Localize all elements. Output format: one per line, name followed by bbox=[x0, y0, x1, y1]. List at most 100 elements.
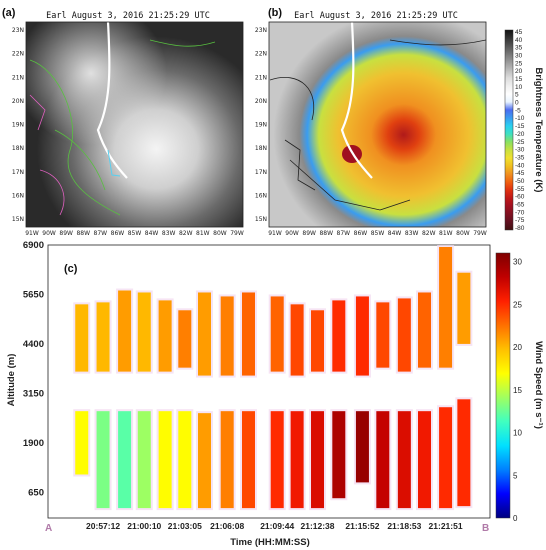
wind-profile-segment bbox=[197, 292, 211, 376]
panel-a-label: (a) bbox=[2, 7, 16, 19]
lon-tick-label: 81W bbox=[439, 230, 453, 237]
wind-profile-segment bbox=[241, 411, 255, 509]
lat-tick-label: 17N bbox=[12, 169, 24, 176]
lat-tick-label: 21N bbox=[255, 74, 267, 81]
lon-tick-label: 81W bbox=[196, 230, 210, 237]
wind-profiles bbox=[73, 244, 473, 511]
colorbar-tick-label: 10 bbox=[515, 84, 523, 91]
lon-tick-label: 84W bbox=[145, 230, 159, 237]
wind-profile-segment bbox=[178, 411, 192, 509]
lat-tick-label: 20N bbox=[12, 98, 24, 105]
wind-profile-segment bbox=[355, 296, 369, 376]
wind-profile-segment bbox=[439, 407, 453, 509]
wind-profile-segment bbox=[397, 298, 411, 372]
lat-tick-label: 22N bbox=[255, 51, 267, 58]
brightness-colorbar-ticks: 454035302520151050-5-10-15-20-25-30-35-4… bbox=[515, 29, 525, 232]
wind-profile-segment bbox=[158, 300, 172, 372]
wind-profile-segment bbox=[96, 302, 110, 372]
colorbar-tick-label: -5 bbox=[515, 107, 521, 114]
brightness-colorbar bbox=[504, 29, 514, 231]
lat-tick-label: 15N bbox=[255, 216, 267, 223]
altitude-ticks: 6900 5650 4400 3150 1900 650 bbox=[23, 240, 44, 498]
colorbar-tick-label: -65 bbox=[515, 201, 525, 208]
colorbar-tick-label: 15 bbox=[515, 76, 523, 83]
lon-tick-label: 87W bbox=[337, 230, 351, 237]
lon-tick-label: 82W bbox=[422, 230, 436, 237]
wind-profile-segment bbox=[137, 411, 151, 509]
lon-tick-label: 85W bbox=[128, 230, 142, 237]
lon-tick-label: 88W bbox=[76, 230, 90, 237]
time-tick-label: 21:12:38 bbox=[300, 521, 334, 531]
brightness-colorbar-label: Brightness Temperature (K) bbox=[533, 68, 544, 193]
panel-b-image bbox=[269, 22, 486, 227]
wind-colorbar-tick-label: 0 bbox=[513, 514, 518, 523]
wind-profile-segment bbox=[96, 411, 110, 509]
panel-a-lat-ticks: 23N 22N 21N 20N 19N 18N 17N 16N 15N bbox=[12, 27, 24, 223]
lon-tick-label: 89W bbox=[302, 230, 316, 237]
point-b-label: B bbox=[482, 523, 489, 534]
time-tick-label: 21:00:10 bbox=[127, 521, 161, 531]
wind-profile-segment bbox=[158, 411, 172, 509]
wind-profile-segment bbox=[397, 411, 411, 509]
panel-b-title: Earl August 3, 2016 21:25:29 UTC bbox=[294, 11, 458, 21]
altitude-tick-label: 5650 bbox=[23, 289, 44, 300]
colorbar-tick-label: 40 bbox=[515, 37, 523, 44]
wind-profile-segment bbox=[241, 292, 255, 376]
lon-tick-label: 79W bbox=[230, 230, 244, 237]
panel-a-image bbox=[26, 22, 243, 227]
time-tick-label: 21:21:51 bbox=[429, 521, 463, 531]
time-tick-label: 21:09:44 bbox=[260, 521, 294, 531]
colorbar-tick-label: -70 bbox=[515, 209, 525, 216]
wind-profile-segment bbox=[311, 310, 325, 372]
lon-tick-label: 83W bbox=[405, 230, 419, 237]
colorbar-tick-label: -25 bbox=[515, 139, 525, 146]
wind-profile-segment bbox=[270, 296, 284, 372]
colorbar-tick-label: 5 bbox=[515, 92, 519, 99]
altitude-tick-label: 1900 bbox=[23, 438, 44, 449]
panel-c-label: (c) bbox=[64, 263, 78, 275]
wind-speed-colorbar-label: Wind Speed (m s⁻¹) bbox=[533, 341, 544, 429]
wind-profile-segment bbox=[220, 411, 234, 509]
time-tick-label: 21:03:05 bbox=[168, 521, 202, 531]
altitude-tick-label: 650 bbox=[28, 487, 44, 498]
wind-speed-colorbar bbox=[495, 252, 511, 519]
colorbar-tick-label: 25 bbox=[515, 60, 523, 67]
panel-b: (b) Earl August 3, 2016 21:25:29 UTC 23N… bbox=[255, 7, 544, 237]
altitude-tick-label: 4400 bbox=[23, 339, 44, 350]
panel-a: (a) Earl August 3, 2016 21:25:29 UTC 23N… bbox=[2, 7, 244, 237]
colorbar-tick-label: 30 bbox=[515, 53, 523, 60]
wind-colorbar-tick-label: 15 bbox=[513, 386, 522, 395]
lon-tick-label: 90W bbox=[42, 230, 56, 237]
lon-tick-label: 90W bbox=[285, 230, 299, 237]
wind-profile-segment bbox=[118, 411, 132, 509]
wind-colorbar-tick-label: 30 bbox=[513, 258, 522, 267]
lon-tick-label: 86W bbox=[111, 230, 125, 237]
lon-tick-label: 88W bbox=[319, 230, 333, 237]
time-tick-label: 20:57:12 bbox=[86, 521, 120, 531]
wind-profile-segment bbox=[332, 300, 346, 372]
altitude-axis-label: Altitude (m) bbox=[6, 354, 17, 407]
wind-profile-segment bbox=[439, 246, 453, 368]
colorbar-tick-label: -45 bbox=[515, 170, 525, 177]
colorbar-tick-label: -35 bbox=[515, 154, 525, 161]
colorbar-tick-label: -30 bbox=[515, 147, 525, 154]
panel-a-lon-ticks: 91W 90W 89W 88W 87W 86W 85W 84W 83W 82W 81W 80W 79W bbox=[25, 230, 244, 237]
lat-tick-label: 22N bbox=[12, 51, 24, 58]
time-ticks: 20:57:12 21:00:10 21:03:05 21:06:08 21:09:44… bbox=[86, 521, 463, 531]
time-tick-label: 21:18:53 bbox=[387, 521, 421, 531]
panel-c: (c) 6900 5650 4400 3150 1900 650 20:57:12 21:0… bbox=[6, 240, 544, 548]
colorbar-tick-label: -20 bbox=[515, 131, 525, 138]
wind-profile-segment bbox=[457, 399, 471, 507]
panel-a-frame bbox=[25, 21, 244, 228]
lat-tick-label: 19N bbox=[255, 122, 267, 129]
lon-tick-label: 89W bbox=[59, 230, 73, 237]
colorbar-tick-label: 45 bbox=[515, 29, 523, 36]
wind-profile-segment bbox=[457, 272, 471, 344]
time-tick-label: 21:06:08 bbox=[210, 521, 244, 531]
wind-profile-segment bbox=[197, 413, 211, 509]
panel-b-label: (b) bbox=[268, 7, 282, 19]
time-axis-label: Time (HH:MM:SS) bbox=[230, 537, 310, 548]
lat-tick-label: 23N bbox=[255, 27, 267, 34]
wind-profile-segment bbox=[332, 411, 346, 499]
lat-tick-label: 21N bbox=[12, 74, 24, 81]
